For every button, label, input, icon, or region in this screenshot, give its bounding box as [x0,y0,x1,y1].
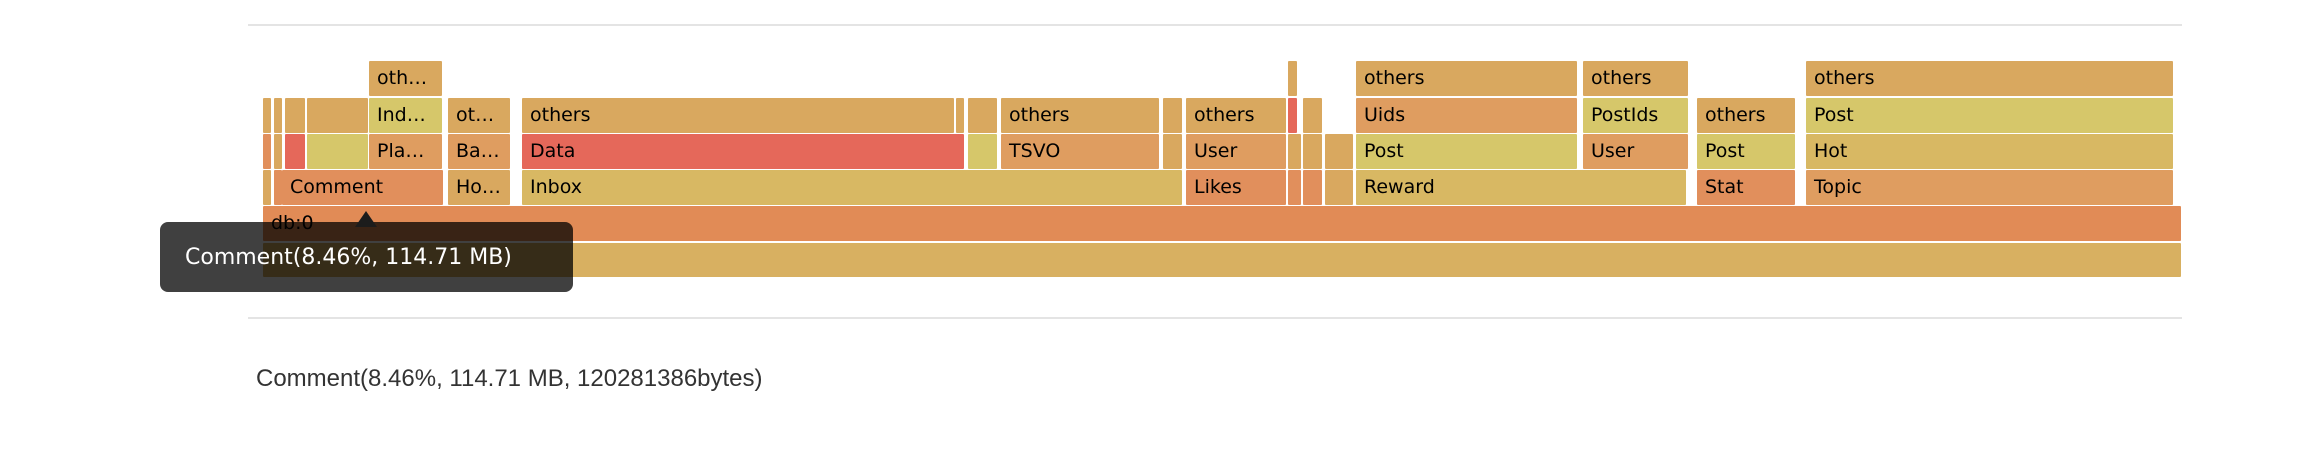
flame-cell[interactable] [285,98,305,133]
flame-cell[interactable] [1288,61,1297,96]
flame-cell-postids[interactable]: PostIds [1583,98,1688,133]
flame-cell-post[interactable]: Post [1697,134,1795,169]
flame-tooltip: Comment(8.46%, 114.71 MB) [160,222,573,292]
flame-cell-reward[interactable]: Reward [1356,170,1686,205]
flame-cell[interactable] [956,98,964,133]
flame-cell[interactable] [968,134,997,169]
top-separator [248,24,2182,26]
flame-cell[interactable] [1303,98,1322,133]
flame-cell[interactable] [263,134,271,169]
flame-cell[interactable] [1325,170,1353,205]
flame-cell[interactable] [274,170,282,205]
flame-cell[interactable] [307,134,368,169]
flame-cell[interactable] [1303,134,1322,169]
flame-tooltip-text: Comment(8.46%, 114.71 MB) [185,244,512,270]
flame-cell-ot[interactable]: ot… [448,98,510,133]
flame-cell-ind[interactable]: Ind… [369,98,442,133]
flame-cell[interactable] [1163,134,1182,169]
selection-pointer-icon [355,211,377,227]
flame-cell[interactable] [1288,98,1297,133]
flame-cell[interactable] [1288,134,1301,169]
flame-cell[interactable] [1325,134,1353,169]
flame-cell-others[interactable]: others [1697,98,1795,133]
flame-cell-others[interactable]: others [1806,61,2173,96]
flame-cell-pla[interactable]: Pla… [369,134,442,169]
flame-cell-others[interactable]: others [1356,61,1577,96]
flame-cell-topic[interactable]: Topic [1806,170,2173,205]
flame-cell-ba[interactable]: Ba… [448,134,510,169]
flame-cell-db0[interactable]: db:0 [263,206,2181,241]
flame-cell-inbox[interactable]: Inbox [522,170,1182,205]
flame-cell[interactable] [285,134,305,169]
flame-cell-others[interactable]: others [1001,98,1159,133]
flame-cell-oth[interactable]: oth… [369,61,442,96]
flame-cell-comment[interactable]: Comment [282,170,443,205]
flame-cell[interactable] [274,134,282,169]
flame-cell-post[interactable]: Post [1806,98,2173,133]
flame-cell-post[interactable]: Post [1356,134,1577,169]
flame-cell[interactable] [1303,170,1322,205]
flame-cell[interactable] [274,98,282,133]
bottom-separator [248,317,2182,319]
flame-cell-user[interactable]: User [1583,134,1688,169]
selection-details-text: Comment(8.46%, 114.71 MB, 120281386bytes… [256,365,763,392]
flame-cell-tsvo[interactable]: TSVO [1001,134,1159,169]
flame-cell-ho[interactable]: Ho… [448,170,510,205]
flame-cell[interactable] [968,98,997,133]
flame-cell-others[interactable]: others [522,98,954,133]
flame-cell-data[interactable]: Data [522,134,964,169]
flame-cell-others[interactable]: others [1186,98,1286,133]
flame-cell[interactable] [263,170,271,205]
flame-cell[interactable] [307,98,368,133]
flame-cell-uids[interactable]: Uids [1356,98,1577,133]
flame-cell-user[interactable]: User [1186,134,1286,169]
flame-cell-stat[interactable]: Stat [1697,170,1795,205]
flame-cell-others[interactable]: others [1583,61,1688,96]
flame-cell-likes[interactable]: Likes [1186,170,1286,205]
flame-cell-hot[interactable]: Hot [1806,134,2173,169]
flame-cell[interactable] [263,242,2181,278]
flame-cell[interactable] [1288,170,1301,205]
flame-cell[interactable] [1163,98,1182,133]
flame-cell[interactable] [263,98,271,133]
